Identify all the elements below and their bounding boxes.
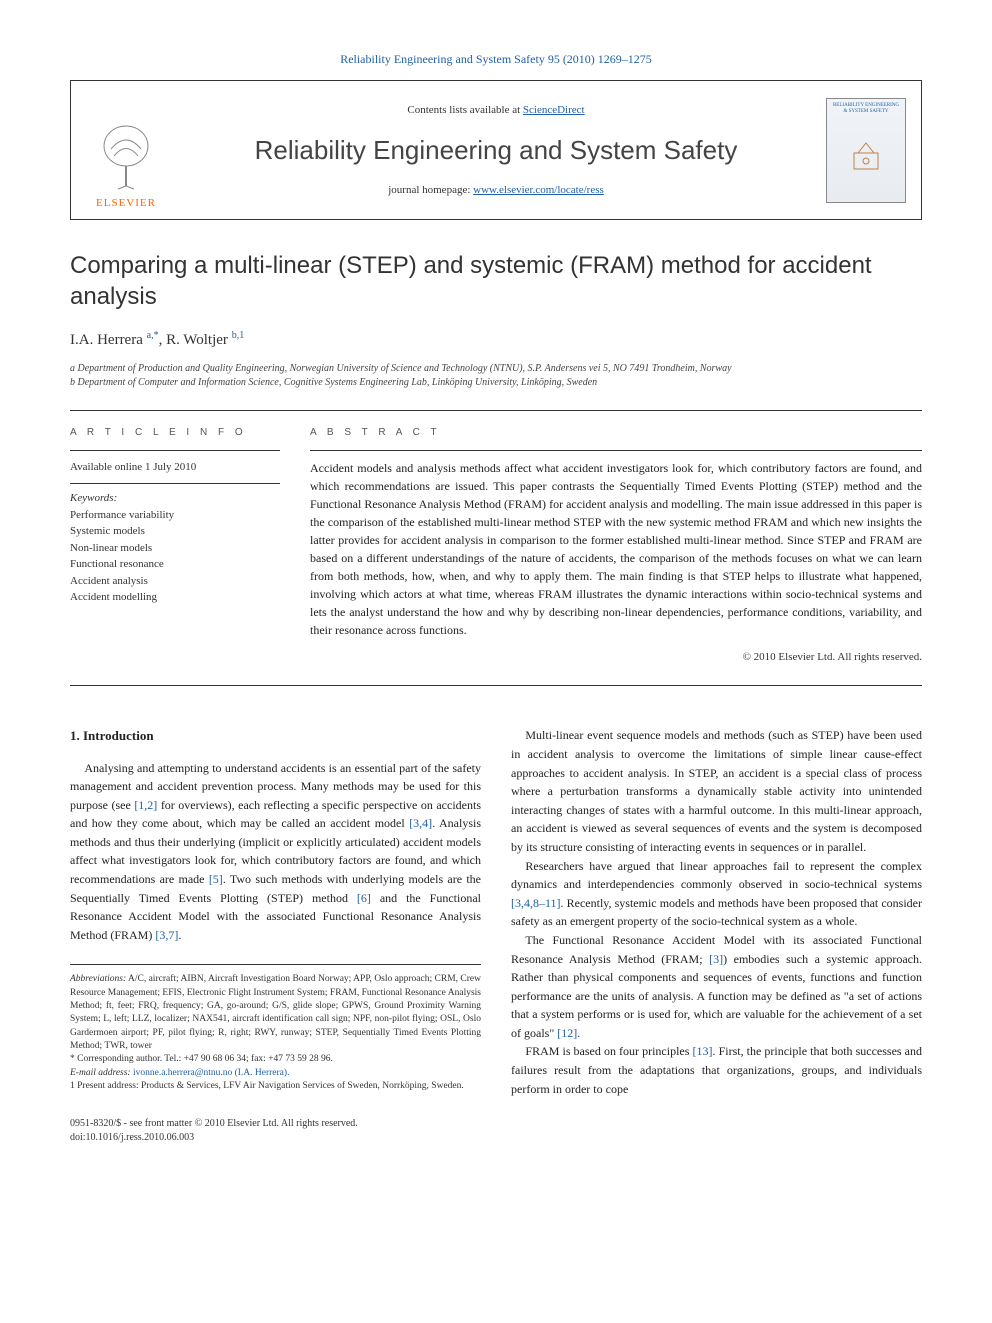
affiliation-b: b Department of Computer and Information… [70, 376, 922, 390]
body-paragraph: FRAM is based on four principles [13]. F… [511, 1042, 922, 1098]
cover-title-text: RELIABILITY ENGINEERING & SYSTEM SAFETY [831, 103, 901, 115]
top-citation: Reliability Engineering and System Safet… [70, 50, 922, 68]
elsevier-tree-icon [96, 121, 156, 191]
info-abstract-row: A R T I C L E I N F O Available online 1… [70, 411, 922, 686]
homepage-prefix: journal homepage: [388, 184, 473, 196]
journal-title: Reliability Engineering and System Safet… [181, 131, 811, 170]
author-affil-sup-b: b,1 [232, 330, 245, 341]
email-address[interactable]: ivonne.a.herrera@ntnu.no (I.A. Herrera). [131, 1068, 290, 1078]
abstract-block: A B S T R A C T Accident models and anal… [310, 425, 922, 666]
left-column: 1. Introduction Analysing and attempting… [70, 726, 481, 1145]
article-info-heading: A R T I C L E I N F O [70, 425, 280, 440]
abstract-copyright: © 2010 Elsevier Ltd. All rights reserved… [310, 649, 922, 666]
body-paragraph: Researchers have argued that linear appr… [511, 857, 922, 931]
keyword-item: Accident analysis [70, 573, 280, 590]
authors-line: I.A. Herrera a,*, R. Woltjer b,1 [70, 328, 922, 352]
journal-header: ELSEVIER Contents lists available at Sci… [70, 80, 922, 220]
publisher-name: ELSEVIER [96, 195, 156, 212]
keyword-item: Non-linear models [70, 540, 280, 557]
available-online-date: Available online 1 July 2010 [70, 459, 280, 476]
bottom-meta: 0951-8320/$ - see front matter © 2010 El… [70, 1117, 481, 1145]
sciencedirect-link[interactable]: ScienceDirect [523, 104, 585, 116]
contents-available-line: Contents lists available at ScienceDirec… [181, 102, 811, 119]
body-paragraph: Analysing and attempting to understand a… [70, 759, 481, 945]
section-1-heading: 1. Introduction [70, 726, 481, 746]
footnotes-block: Abbreviations: A/C, aircraft; AIBN, Airc… [70, 964, 481, 1093]
divider-bottom [70, 685, 922, 686]
present-address: 1 Present address: Products & Services, … [70, 1080, 481, 1093]
header-center: Contents lists available at ScienceDirec… [181, 102, 811, 198]
abbreviations-line: Abbreviations: A/C, aircraft; AIBN, Airc… [70, 973, 481, 1053]
info-heading-rule [70, 450, 280, 451]
abbrev-text: A/C, aircraft; AIBN, Aircraft Investigat… [70, 974, 481, 1050]
corresponding-author: * Corresponding author. Tel.: +47 90 68 … [70, 1053, 481, 1066]
keywords-label: Keywords: [70, 483, 280, 507]
abstract-text: Accident models and analysis methods aff… [310, 459, 922, 639]
journal-homepage-line: journal homepage: www.elsevier.com/locat… [181, 182, 811, 199]
abstract-heading: A B S T R A C T [310, 425, 922, 440]
issn-line: 0951-8320/$ - see front matter © 2010 El… [70, 1117, 481, 1131]
article-title: Comparing a multi-linear (STEP) and syst… [70, 250, 922, 312]
keywords-list: Performance variability Systemic models … [70, 507, 280, 606]
keyword-item: Systemic models [70, 523, 280, 540]
email-label: E-mail address: [70, 1068, 131, 1078]
journal-homepage-link[interactable]: www.elsevier.com/locate/ress [473, 184, 604, 196]
journal-cover-thumbnail: RELIABILITY ENGINEERING & SYSTEM SAFETY [826, 98, 906, 203]
cover-graphic-icon [846, 135, 886, 175]
affiliation-a: a Department of Production and Quality E… [70, 362, 922, 376]
publisher-logo-block: ELSEVIER [71, 81, 181, 219]
keyword-item: Performance variability [70, 507, 280, 524]
email-line: E-mail address: ivonne.a.herrera@ntnu.no… [70, 1067, 481, 1080]
keyword-item: Accident modelling [70, 589, 280, 606]
right-column: Multi-linear event sequence models and m… [511, 726, 922, 1145]
abbrev-label: Abbreviations: [70, 974, 126, 984]
contents-prefix: Contents lists available at [407, 104, 522, 116]
body-paragraph: The Functional Resonance Accident Model … [511, 931, 922, 1043]
body-paragraph: Multi-linear event sequence models and m… [511, 726, 922, 856]
abstract-heading-rule [310, 450, 922, 451]
journal-cover-block: RELIABILITY ENGINEERING & SYSTEM SAFETY [811, 81, 921, 219]
author-affil-sup-a: a,* [147, 330, 159, 341]
body-columns: 1. Introduction Analysing and attempting… [70, 726, 922, 1145]
affiliations-block: a Department of Production and Quality E… [70, 362, 922, 390]
keyword-item: Functional resonance [70, 556, 280, 573]
article-info-block: A R T I C L E I N F O Available online 1… [70, 425, 280, 666]
doi-line: doi:10.1016/j.ress.2010.06.003 [70, 1131, 481, 1145]
